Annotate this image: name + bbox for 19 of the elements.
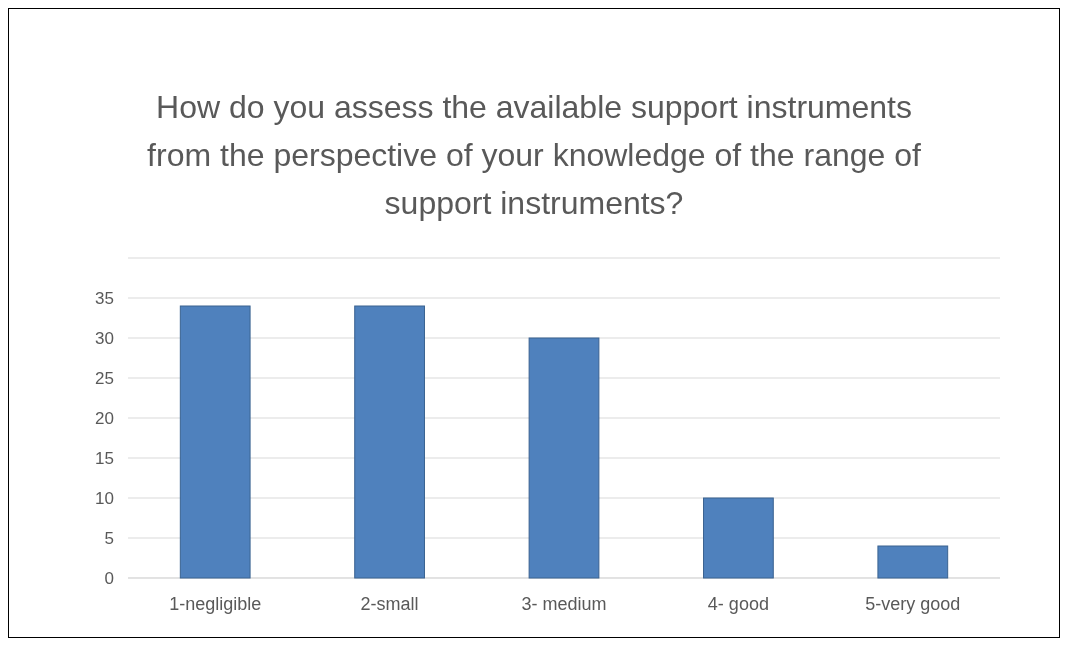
y-tick-label: 15 (95, 448, 114, 468)
bar (354, 305, 425, 579)
y-tick-label: 35 (95, 288, 114, 308)
y-tick-label: 0 (104, 568, 114, 588)
bar (703, 497, 774, 579)
x-tick-label: 5-very good (865, 594, 961, 614)
bar (528, 337, 600, 579)
y-tick-label: 5 (104, 528, 114, 548)
bar (179, 305, 251, 579)
x-tick-label: 3- medium (521, 594, 607, 614)
y-tick-label: 30 (95, 328, 114, 348)
x-tick-label: 2-small (360, 594, 419, 614)
chart-title: How do you assess the available support instruments from the perspective of your knowledge of the range of support instruments? (147, 89, 921, 221)
y-tick-label: 10 (95, 488, 114, 508)
y-tick-label: 25 (95, 368, 114, 388)
x-tick-label: 4- good (707, 594, 769, 614)
y-tick-label: 20 (95, 408, 114, 428)
bar (877, 545, 949, 579)
x-tick-label: 1-negligible (169, 594, 262, 614)
